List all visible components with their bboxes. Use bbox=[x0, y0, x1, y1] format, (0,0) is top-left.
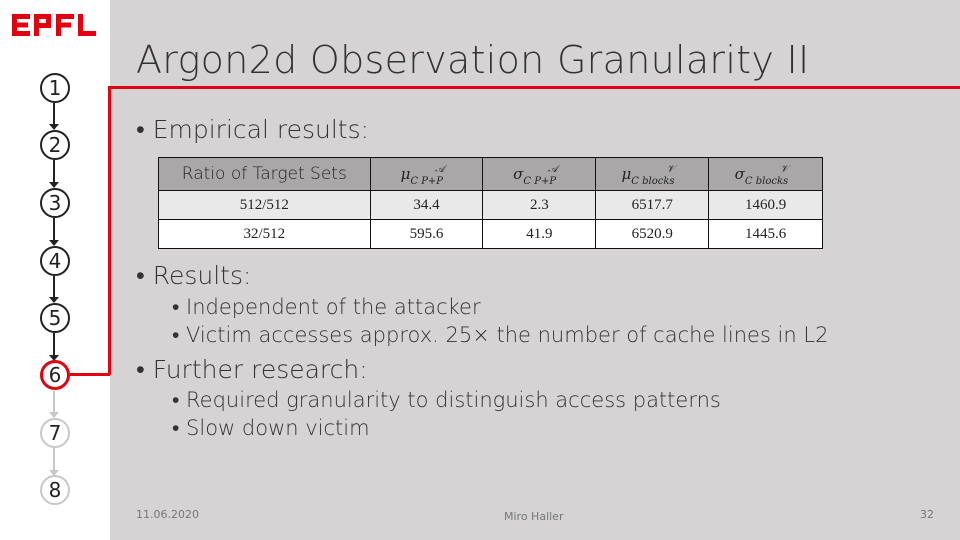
footer-page-number: 32 bbox=[920, 508, 934, 521]
epfl-logo bbox=[12, 14, 96, 36]
bullet-further-research: • Further research: bbox=[136, 355, 368, 384]
nav-connector bbox=[53, 103, 55, 129]
table-cell: 34.4 bbox=[369, 190, 484, 220]
results-table: Ratio of Target Sets μC P+P𝒜 σC P+P𝒜 μC … bbox=[158, 157, 823, 249]
header-sigma-victim: σC blocks𝒱 bbox=[708, 157, 823, 191]
footer-author: Miro Haller bbox=[504, 510, 564, 523]
nav-section-5[interactable]: 5 bbox=[40, 303, 70, 333]
slide-content-area bbox=[110, 0, 960, 540]
nav-section-1[interactable]: 1 bbox=[40, 73, 70, 103]
table-cell: 6520.9 bbox=[595, 219, 710, 249]
slide-title: Argon2d Observation Granularity II bbox=[136, 38, 810, 82]
nav-section-6[interactable]: 6 bbox=[40, 360, 70, 390]
nav-arrow bbox=[49, 182, 59, 188]
section-indicator-line bbox=[108, 86, 111, 375]
table-cell: 6517.7 bbox=[595, 190, 710, 220]
table-row: 32/512 595.6 41.9 6520.9 1445.6 bbox=[158, 219, 823, 249]
nav-section-4[interactable]: 4 bbox=[40, 246, 70, 276]
header-sigma-attacker: σC P+P𝒜 bbox=[482, 157, 597, 191]
footer-date: 11.06.2020 bbox=[136, 508, 199, 521]
nav-connector bbox=[53, 218, 55, 244]
table-cell: 512/512 bbox=[158, 190, 371, 220]
header-mu-attacker: μC P+P𝒜 bbox=[369, 157, 484, 191]
nav-arrow bbox=[49, 355, 59, 361]
bullet-slow-down: • Slow down victim bbox=[172, 416, 370, 440]
table-header-row: Ratio of Target Sets μC P+P𝒜 σC P+P𝒜 μC … bbox=[158, 157, 823, 191]
nav-arrow bbox=[49, 297, 59, 303]
bullet-empirical-results: • Empirical results: bbox=[136, 115, 370, 144]
table-cell: 41.9 bbox=[482, 219, 597, 249]
header-ratio: Ratio of Target Sets bbox=[158, 157, 371, 191]
nav-arrow bbox=[49, 412, 59, 418]
table-cell: 1460.9 bbox=[708, 190, 823, 220]
bullet-granularity: • Required granularity to distinguish ac… bbox=[172, 388, 721, 412]
nav-section-7[interactable]: 7 bbox=[40, 418, 70, 448]
nav-section-8[interactable]: 8 bbox=[40, 475, 70, 505]
table-cell: 1445.6 bbox=[708, 219, 823, 249]
title-underline bbox=[108, 86, 960, 89]
nav-connector bbox=[53, 276, 55, 302]
nav-arrow bbox=[49, 470, 59, 476]
nav-arrow bbox=[49, 124, 59, 130]
header-mu-victim: μC blocks𝒱 bbox=[595, 157, 710, 191]
nav-connector bbox=[53, 448, 55, 474]
nav-connector bbox=[53, 333, 55, 359]
table-cell: 2.3 bbox=[482, 190, 597, 220]
nav-section-3[interactable]: 3 bbox=[40, 188, 70, 218]
table-cell: 32/512 bbox=[158, 219, 371, 249]
nav-section-2[interactable]: 2 bbox=[40, 130, 70, 160]
nav-connector bbox=[53, 391, 55, 417]
nav-connector bbox=[53, 160, 55, 186]
section-indicator-connector bbox=[70, 373, 110, 376]
table-cell: 595.6 bbox=[369, 219, 484, 249]
nav-arrow bbox=[49, 240, 59, 246]
bullet-independent: • Independent of the attacker bbox=[172, 295, 481, 319]
table-row: 512/512 34.4 2.3 6517.7 1460.9 bbox=[158, 190, 823, 220]
bullet-victim-accesses: • Victim accesses approx. 25× the number… bbox=[172, 323, 829, 347]
bullet-results: • Results: bbox=[136, 261, 252, 290]
sidebar: 1 2 3 4 5 6 7 8 bbox=[0, 0, 110, 540]
